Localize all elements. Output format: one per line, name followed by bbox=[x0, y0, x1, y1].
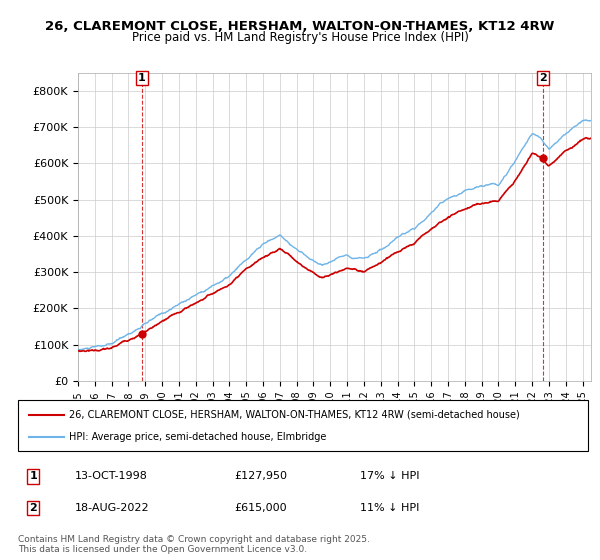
Text: 26, CLAREMONT CLOSE, HERSHAM, WALTON-ON-THAMES, KT12 4RW: 26, CLAREMONT CLOSE, HERSHAM, WALTON-ON-… bbox=[46, 20, 554, 32]
Text: 13-OCT-1998: 13-OCT-1998 bbox=[75, 472, 148, 481]
Text: HPI: Average price, semi-detached house, Elmbridge: HPI: Average price, semi-detached house,… bbox=[70, 432, 326, 442]
Text: 18-AUG-2022: 18-AUG-2022 bbox=[75, 503, 149, 513]
FancyBboxPatch shape bbox=[18, 400, 588, 451]
Text: 1: 1 bbox=[138, 73, 146, 83]
Text: £615,000: £615,000 bbox=[235, 503, 287, 513]
Text: 2: 2 bbox=[29, 503, 37, 513]
Text: 2: 2 bbox=[539, 73, 547, 83]
Text: 26, CLAREMONT CLOSE, HERSHAM, WALTON-ON-THAMES, KT12 4RW (semi-detached house): 26, CLAREMONT CLOSE, HERSHAM, WALTON-ON-… bbox=[70, 409, 520, 419]
Text: 1: 1 bbox=[29, 472, 37, 481]
Text: 17% ↓ HPI: 17% ↓ HPI bbox=[360, 472, 419, 481]
Text: Contains HM Land Registry data © Crown copyright and database right 2025.
This d: Contains HM Land Registry data © Crown c… bbox=[18, 535, 370, 554]
Text: 11% ↓ HPI: 11% ↓ HPI bbox=[360, 503, 419, 513]
Text: £127,950: £127,950 bbox=[235, 472, 287, 481]
Text: Price paid vs. HM Land Registry's House Price Index (HPI): Price paid vs. HM Land Registry's House … bbox=[131, 31, 469, 44]
